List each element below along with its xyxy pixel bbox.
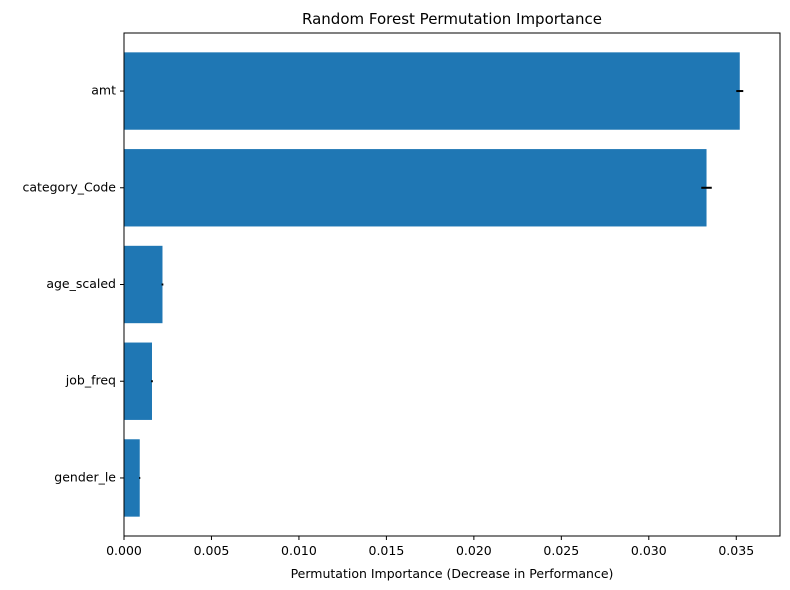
- error-bars-layer: [139, 90, 744, 479]
- x-axis-ticks: 0.000 0.005 0.010 0.015 0.020 0.025 0.030 0.035: [106, 536, 754, 558]
- bar-category_Code: [124, 149, 707, 227]
- x-axis-label: Permutation Importance (Decrease in Perf…: [291, 566, 614, 581]
- y-tick-label: age_scaled: [46, 276, 116, 291]
- y-tick-label: gender_le: [54, 469, 116, 484]
- x-tick-label: 0.000: [106, 543, 142, 558]
- x-tick-label: 0.035: [718, 543, 754, 558]
- x-tick-label: 0.010: [281, 543, 317, 558]
- bars-layer: [124, 52, 740, 517]
- x-tick-label: 0.030: [631, 543, 667, 558]
- y-tick-label: job_freq: [65, 373, 116, 388]
- x-tick-label: 0.015: [369, 543, 405, 558]
- bar-job_freq: [124, 342, 152, 420]
- bar-amt: [124, 52, 740, 130]
- x-tick-label: 0.020: [456, 543, 492, 558]
- y-tick-label: category_Code: [23, 179, 117, 194]
- x-tick-label: 0.025: [543, 543, 579, 558]
- bar-gender_le: [124, 439, 140, 517]
- y-axis-ticks: amt category_Code age_scaled job_freqgender…: [23, 83, 124, 484]
- y-tick-label: amt: [91, 83, 116, 98]
- bar-age_scaled: [124, 245, 163, 324]
- x-tick-label: 0.005: [194, 543, 230, 558]
- chart-title: Random Forest Permutation Importance: [302, 10, 602, 28]
